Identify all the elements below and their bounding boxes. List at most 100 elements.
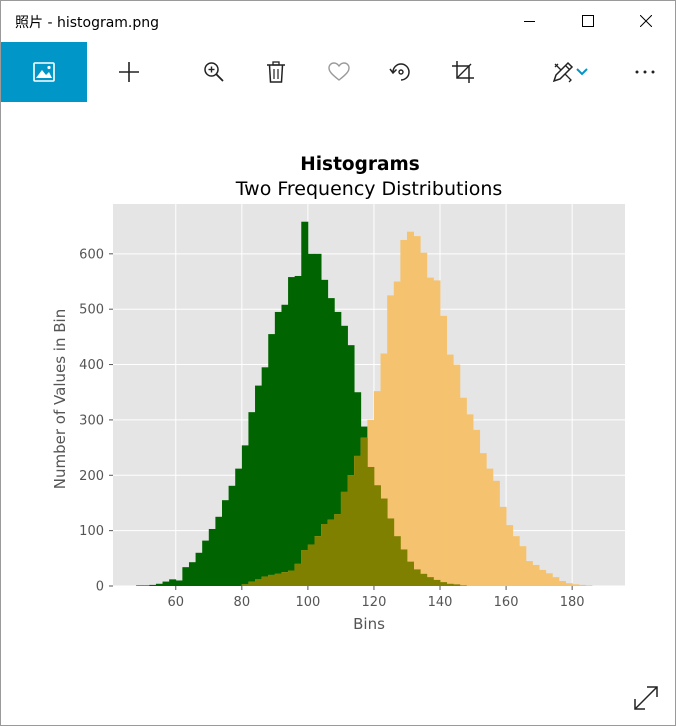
bar-series-1	[519, 546, 527, 586]
bar-series-1	[459, 397, 467, 586]
bar-overlap	[314, 536, 322, 586]
bar-series-1	[572, 584, 580, 586]
bar-series-1	[446, 354, 454, 586]
bar-series-0	[169, 579, 177, 586]
bar-series-0	[162, 581, 170, 586]
x-axis-ticks: 60 80 100 120 140 160 180	[167, 586, 585, 610]
title-bar[interactable]: 照片 - histogram.png	[1, 1, 675, 41]
bar-series-0	[182, 567, 190, 586]
bar-overlap	[446, 583, 454, 586]
zoom-button[interactable]	[190, 42, 238, 102]
bar-series-0	[228, 485, 236, 586]
bar-series-0	[149, 584, 157, 586]
close-button[interactable]	[617, 1, 675, 41]
edit-button[interactable]	[539, 42, 587, 102]
y-tick-label: 0	[96, 580, 104, 595]
bar-series-0	[241, 445, 249, 586]
bar-series-0	[340, 325, 348, 586]
bar-overlap	[321, 523, 329, 586]
bar-series-0	[222, 500, 230, 586]
bar-overlap	[393, 536, 401, 586]
y-tick-label: 100	[79, 524, 104, 539]
chevron-down-icon	[576, 68, 588, 76]
y-tick-label: 600	[79, 247, 104, 262]
plus-icon	[119, 62, 139, 82]
bar-series-1	[406, 231, 414, 586]
bar-series-1	[545, 573, 553, 586]
bar-series-1	[413, 236, 421, 586]
x-tick-label: 100	[295, 595, 320, 610]
crop-button[interactable]	[439, 42, 487, 102]
heart-icon	[328, 62, 350, 81]
bar-series-0	[274, 311, 282, 586]
rotate-icon	[389, 63, 410, 81]
bar-series-0	[294, 275, 302, 586]
add-button[interactable]	[105, 42, 153, 102]
full-screen-button[interactable]	[631, 683, 661, 713]
bar-series-1	[466, 414, 474, 586]
bar-series-1	[585, 585, 593, 586]
y-axis-ticks: 0 100 200 300 400 500 600	[79, 247, 113, 595]
bar-series-1	[578, 584, 586, 586]
bar-series-1	[539, 569, 547, 586]
bar-overlap	[294, 563, 302, 586]
window-title: 照片 - histogram.png	[15, 15, 160, 31]
bar-series-0	[314, 253, 322, 586]
bar-overlap	[433, 579, 441, 586]
bar-series-0	[188, 562, 196, 586]
bar-series-1	[479, 453, 487, 586]
maximize-icon	[582, 15, 594, 27]
bar-overlap	[255, 579, 263, 586]
toolbar	[1, 42, 675, 102]
x-tick-label: 60	[167, 595, 184, 610]
bar-overlap	[406, 561, 414, 586]
x-tick-label: 80	[234, 595, 251, 610]
bar-series-0	[347, 345, 355, 586]
view-image-button[interactable]	[1, 42, 87, 102]
histogram-chart: 60 80 100 120 140 160 180 0 100 200 300 400 500 600 …	[1, 102, 675, 646]
more-button[interactable]	[621, 42, 669, 102]
bar-series-0	[235, 468, 243, 586]
crop-icon	[452, 61, 474, 83]
bar-overlap	[459, 585, 467, 586]
maximize-button[interactable]	[559, 1, 617, 41]
bar-overlap	[373, 485, 381, 586]
bar-series-0	[327, 298, 335, 586]
image-icon	[33, 62, 55, 82]
minimize-button[interactable]	[501, 1, 559, 41]
delete-button[interactable]	[252, 42, 300, 102]
bar-series-1	[558, 581, 566, 586]
bar-overlap	[327, 519, 335, 586]
bar-overlap	[281, 572, 289, 586]
bar-overlap	[354, 455, 362, 586]
bar-overlap	[380, 498, 388, 586]
chart-title: Histograms	[300, 154, 420, 175]
edit-dropdown-button[interactable]	[567, 42, 597, 102]
bar-series-0	[136, 585, 144, 586]
rotate-button[interactable]	[377, 42, 425, 102]
bar-overlap	[301, 550, 309, 586]
y-tick-label: 400	[79, 358, 104, 373]
bar-series-1	[420, 252, 428, 586]
y-tick-label: 500	[79, 303, 104, 318]
bar-series-0	[155, 583, 163, 586]
bar-series-0	[255, 385, 263, 586]
x-tick-label: 120	[362, 595, 387, 610]
y-tick-label: 200	[79, 469, 104, 484]
bar-series-0	[281, 304, 289, 586]
bar-series-0	[268, 334, 276, 586]
bar-overlap	[367, 466, 375, 586]
chart-subtitle: Two Frequency Distributions	[235, 178, 503, 200]
bar-series-1	[426, 277, 434, 586]
bar-overlap	[261, 576, 269, 586]
bar-series-0	[208, 528, 216, 586]
bar-series-0	[175, 580, 183, 586]
histogram-figure: 60 80 100 120 140 160 180 0100200300400500600 …	[51, 154, 625, 633]
bar-overlap	[360, 437, 368, 586]
bar-overlap	[334, 514, 342, 586]
bar-overlap	[426, 577, 434, 586]
bar-series-0	[202, 540, 210, 586]
favorite-button[interactable]	[315, 42, 363, 102]
bar-overlap	[413, 569, 421, 586]
